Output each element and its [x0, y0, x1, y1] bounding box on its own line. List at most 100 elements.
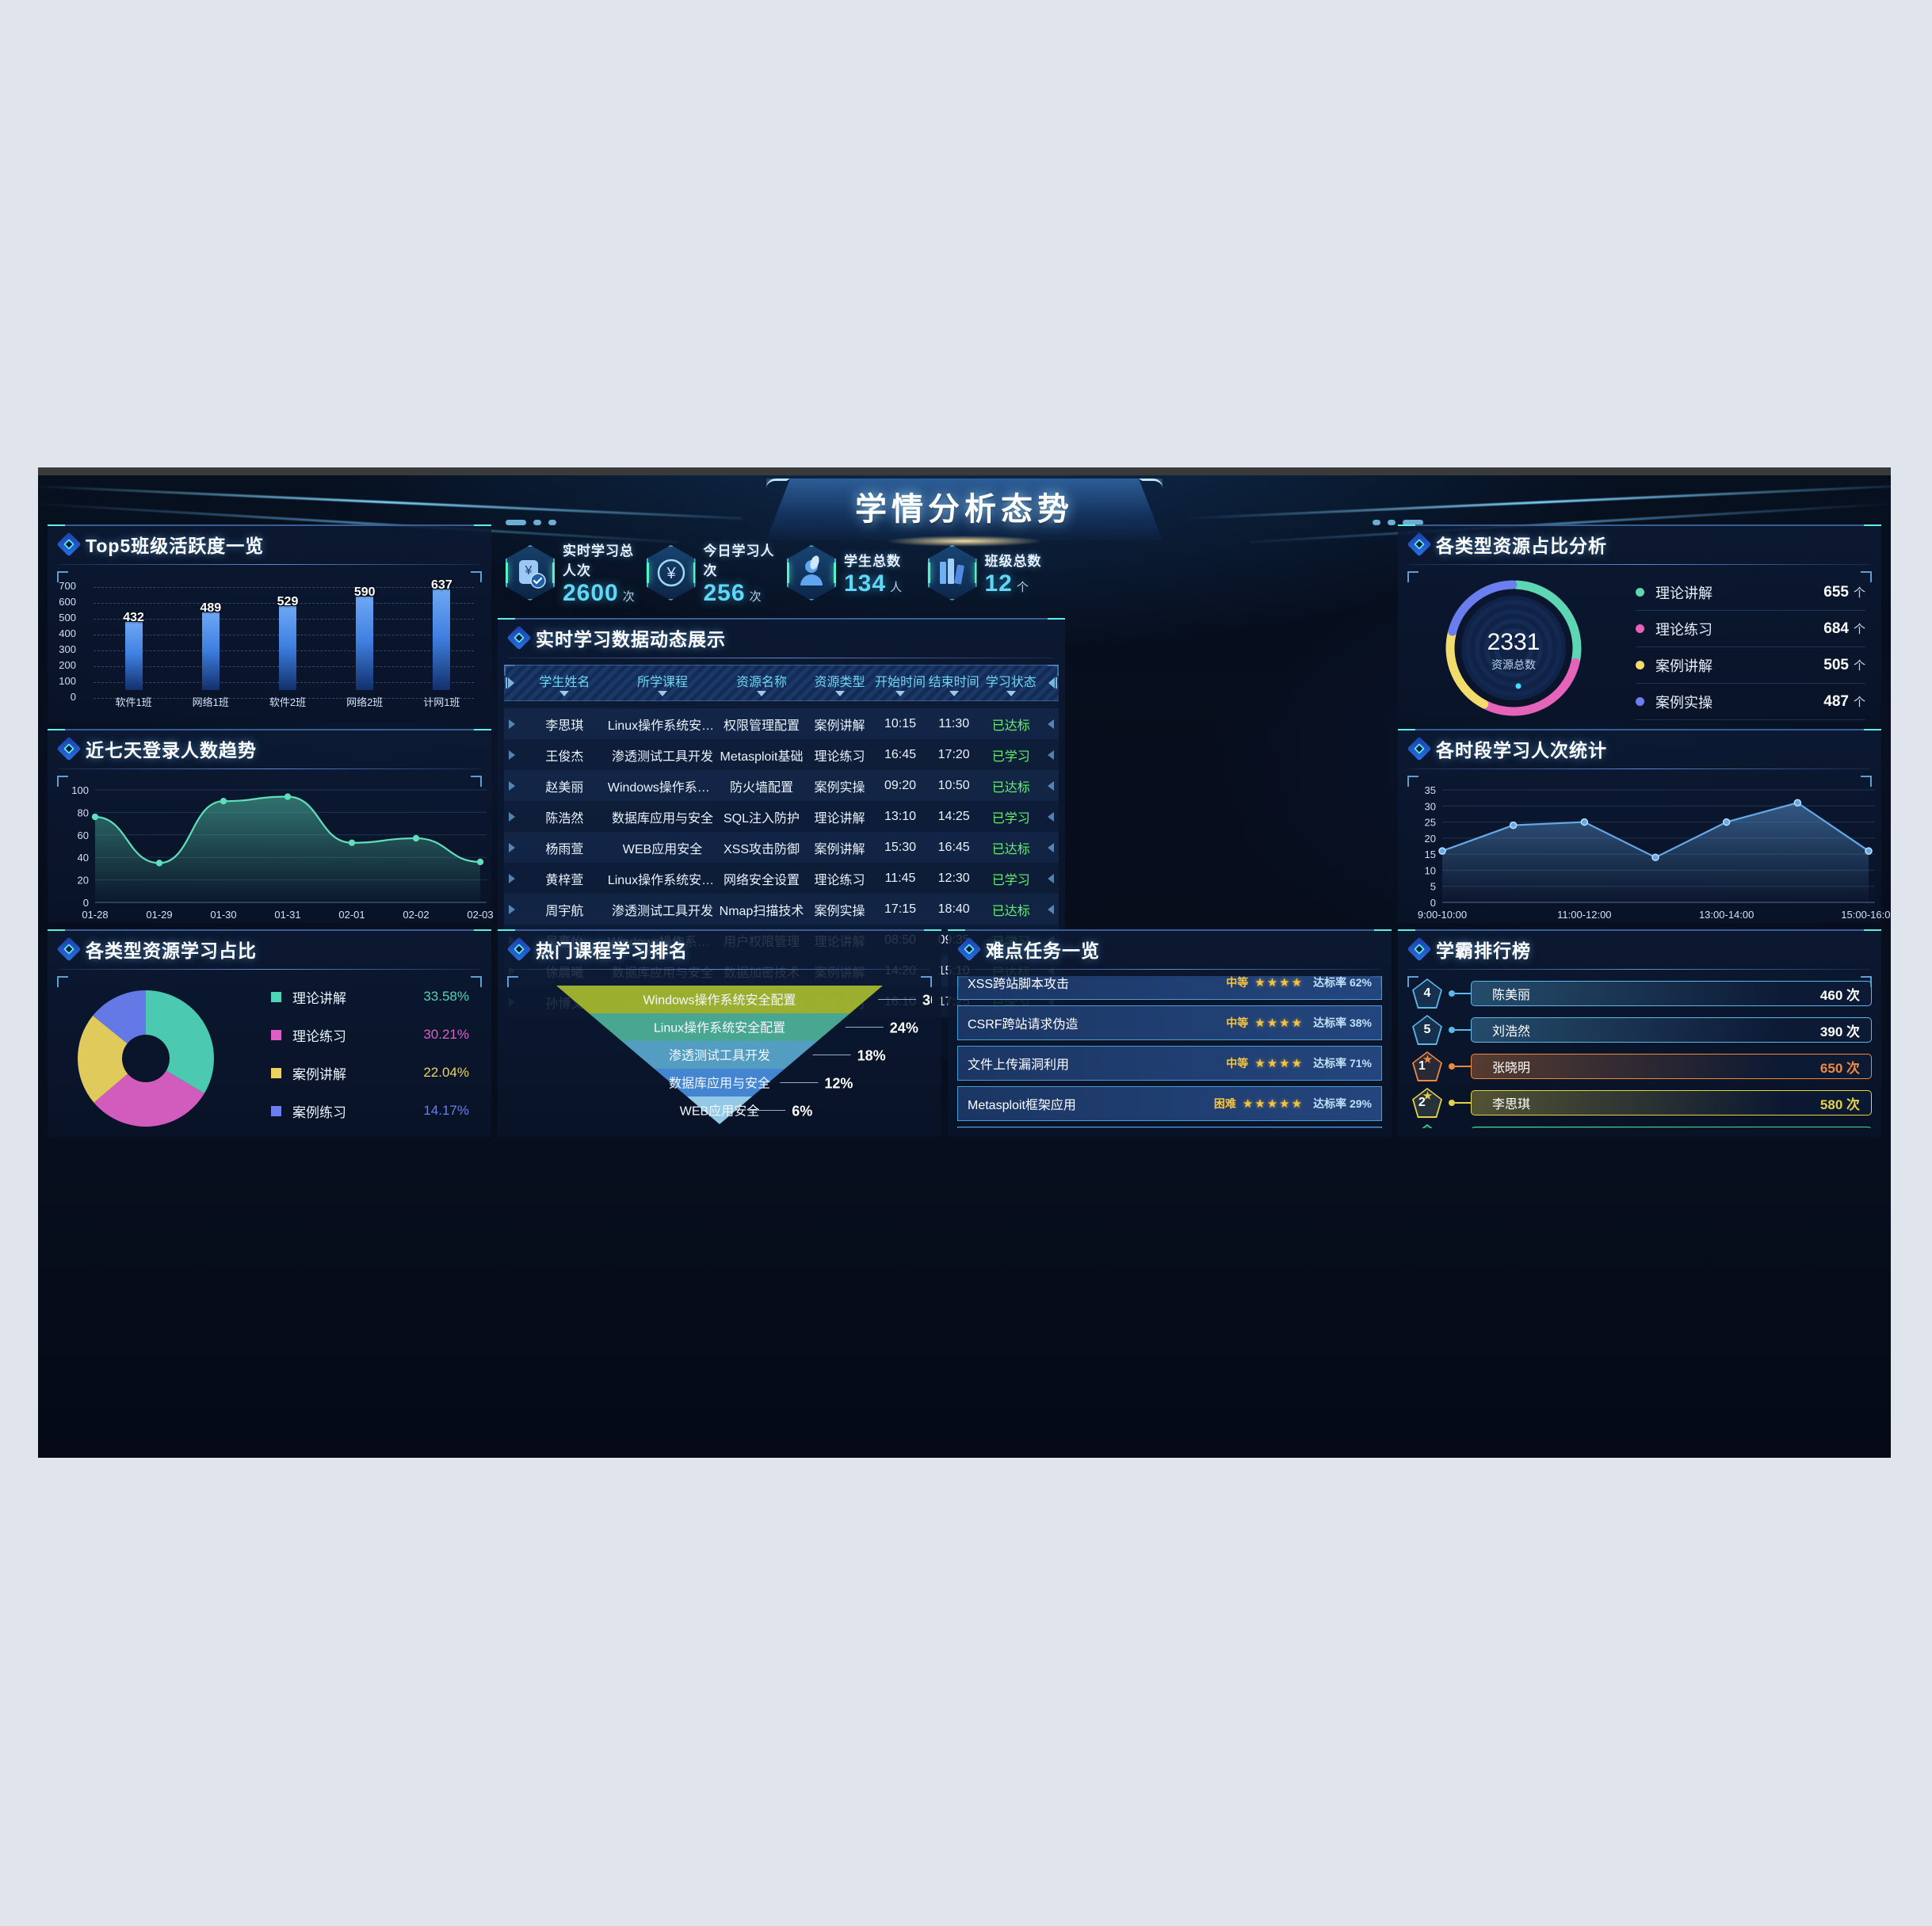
hard-task-items[interactable]: XSS跨站脚本攻击 中等 ★★★★ 达标率 62% CSRF跨站请求伪造 中等 ★★★★ 达标…: [957, 976, 1382, 1128]
donut-arc[interactable]: [1448, 580, 1518, 636]
column-header-1[interactable]: 学生姓名: [521, 671, 608, 696]
data-point: [1438, 847, 1446, 855]
card-check-icon: ¥: [506, 545, 555, 601]
rank-row[interactable]: 4 陈美丽 460 次: [1407, 978, 1872, 1009]
rank-position: 2: [1418, 1096, 1426, 1109]
bar-value-label: 529: [277, 595, 299, 609]
column-header-4[interactable]: 资源类型: [806, 671, 873, 696]
hard-task-row[interactable]: BurpSuite抓包分析简单★★★达标率 83%: [957, 1127, 1382, 1128]
pie-legend-item[interactable]: 理论讲解 33.58%: [271, 978, 469, 1016]
legend-label: 案例讲解: [292, 1066, 346, 1082]
hard-task-row[interactable]: Metasploit框架应用 困难 ★★★★★ 达标率 29%: [957, 1086, 1382, 1121]
cell-resource-type: 案例实操: [814, 904, 865, 918]
funnel-segment[interactable]: [589, 1013, 850, 1041]
rank-badge: 3★: [1412, 1124, 1442, 1128]
donut-arc[interactable]: [1445, 627, 1489, 709]
rank-row[interactable]: 2 ★ 李思琪 580 次: [1407, 1087, 1872, 1119]
filter-caret-icon[interactable]: [949, 691, 959, 696]
pie-legend-item[interactable]: 案例讲解 22.04%: [271, 1054, 469, 1092]
bar-value-label: 489: [200, 601, 222, 616]
table-row[interactable]: 杨雨萱 WEB应用安全 XSS攻击防御 案例讲解 15:30 16:45 已达标: [504, 832, 1059, 863]
scroll-left-icon[interactable]: [506, 675, 518, 691]
data-point: [1509, 821, 1518, 830]
legend-label: 案例讲解: [1655, 658, 1712, 674]
table-row[interactable]: 周宇航 渗透测试工具开发 Nmap扫描技术 案例实操 17:15 18:40 已达标: [504, 894, 1059, 925]
pie-legend-item[interactable]: 案例练习 14.17%: [271, 1092, 469, 1130]
filter-caret-icon[interactable]: [895, 691, 906, 696]
hard-task-row[interactable]: CSRF跨站请求伪造 中等 ★★★★ 达标率 38%: [957, 1005, 1382, 1040]
pie-slice[interactable]: [146, 990, 214, 1094]
donut-legend-item[interactable]: 案例实操 487 个: [1636, 684, 1865, 720]
cell-end-time: 14:25: [937, 809, 970, 823]
funnel-segment[interactable]: [654, 1069, 785, 1096]
difficulty-label: 中等: [1226, 976, 1249, 989]
column-header-label: 学习状态: [985, 676, 1037, 689]
filter-caret-icon[interactable]: [834, 691, 845, 696]
funnel-segment[interactable]: [686, 1096, 753, 1124]
funnel-value: 18%: [857, 1048, 886, 1064]
filter-caret-icon[interactable]: [559, 691, 570, 696]
table-row[interactable]: 王俊杰 渗透测试工具开发 Metasploit基础 理论练习 16:45 17:20 已学习: [504, 739, 1059, 770]
panel-header: 各类型资源占比分析: [1398, 524, 1881, 564]
donut-center-value: 2331: [1487, 629, 1541, 655]
donut-arc[interactable]: [1512, 580, 1582, 666]
funnel-segment[interactable]: [621, 1041, 818, 1069]
pie-slice[interactable]: [93, 990, 146, 1044]
pie-graphic: [60, 979, 250, 1138]
rank-position: 4: [1423, 986, 1431, 1000]
row-marker-right: [1044, 780, 1056, 792]
row-marker-right: [1044, 749, 1056, 761]
donut-legend-item[interactable]: 案例讲解 505 个: [1636, 647, 1865, 684]
user-icon: [787, 545, 836, 601]
diamond-icon: [960, 940, 978, 958]
y-axis-tick: 100: [59, 675, 76, 687]
panel-header: 热门课程学习排名: [498, 929, 941, 969]
table-row[interactable]: 赵美丽 Windows操作系统安全… 防火墙配置 案例实操 09:20 10:50 已达标: [504, 770, 1059, 801]
donut-legend-item[interactable]: 理论练习 684 个: [1636, 611, 1865, 647]
cell-resource-name: Metasploit基础: [720, 749, 804, 764]
header-dash-marks-left: [506, 520, 556, 525]
column-header-6[interactable]: 结束时间: [927, 671, 981, 696]
corner-tr: [921, 976, 932, 987]
kpi-card-4: 班级总数 12 个: [927, 539, 1069, 607]
cell-start-time: 13:10: [884, 809, 917, 823]
rank-row[interactable]: 3★ 王俊杰520 次: [1407, 1123, 1872, 1128]
donut-legend-item[interactable]: 理论讲解 655 个: [1636, 574, 1865, 611]
panel-title: 难点任务一览: [986, 940, 1100, 961]
hard-task-row[interactable]: 文件上传漏洞利用 中等 ★★★★ 达标率 71%: [957, 1046, 1382, 1081]
filter-caret-icon[interactable]: [1006, 691, 1016, 696]
rank-position: 5: [1423, 1023, 1431, 1036]
kpi-label: 学生总数: [844, 553, 901, 569]
rank-row[interactable]: 1 ★ 张晓明 650 次: [1407, 1051, 1872, 1082]
rank-row[interactable]: 5 刘浩然 390 次: [1407, 1014, 1872, 1046]
bar-plot-area: 700 600 500 400 300 200 100 0 432 软件1班 489 网络1班 529 软…: [57, 574, 477, 714]
panel-hourly-study-stats: 各时段学习人次统计 0 5 10 15 20 25 30 35 9:00-10:00 11:00-…: [1398, 729, 1891, 923]
table-row[interactable]: 陈浩然 数据库应用与安全 SQL注入防护 理论讲解 13:10 14:25 已学习: [504, 801, 1059, 832]
data-point: [220, 798, 227, 805]
table-row[interactable]: 李思琪 Linux操作系统安全配置权限管理配置案例讲解 10:15 11:30 已达标: [504, 708, 1059, 739]
filter-caret-icon[interactable]: [657, 691, 667, 696]
funnel-segment[interactable]: [556, 986, 883, 1013]
task-name: CSRF跨站请求伪造: [968, 1018, 1079, 1032]
corner-tl: [507, 976, 518, 987]
filter-caret-icon[interactable]: [757, 691, 766, 696]
column-header-5[interactable]: 开始时间: [873, 671, 927, 696]
hard-task-row[interactable]: XSS跨站脚本攻击 中等 ★★★★ 达标率 62%: [957, 976, 1382, 1000]
y-axis-tick: 100: [71, 784, 89, 796]
donut-arc[interactable]: [1480, 658, 1580, 716]
data-point: [155, 860, 163, 867]
table-row[interactable]: 黄梓萱 Linux操作系统安全配置网络安全设置理论练习 11:45 12:30 已学习: [504, 863, 1059, 894]
scroll-right-icon[interactable]: [1044, 675, 1057, 691]
donut-graphic: 2331 资源总数: [1412, 573, 1626, 723]
yen-circle-icon: ¥: [646, 545, 696, 601]
column-header-3[interactable]: 资源名称: [717, 671, 806, 696]
column-header-7[interactable]: 学习状态: [981, 671, 1041, 696]
column-header-2[interactable]: 所学课程: [608, 671, 717, 696]
cell-course-name: Linux操作系统安全配置: [607, 873, 717, 887]
pie-slice[interactable]: [78, 1015, 128, 1103]
window-topbar: [38, 467, 1891, 475]
pie-legend-item[interactable]: 理论练习 30.21%: [271, 1016, 469, 1054]
pie-slice[interactable]: [94, 1070, 204, 1127]
